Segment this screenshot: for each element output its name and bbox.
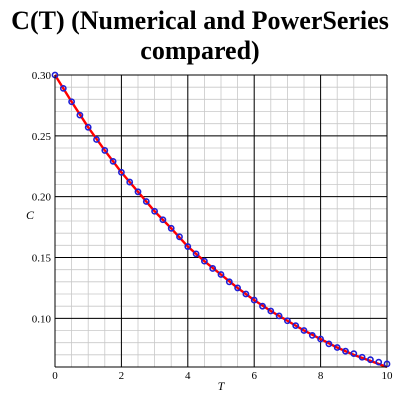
- chart-title: C(T) (Numerical and PowerSeries compared…: [0, 6, 400, 66]
- series-point: [109, 157, 117, 165]
- series-point: [300, 327, 308, 334]
- series-point: [317, 335, 324, 343]
- series-point: [209, 265, 217, 272]
- x-axis-label: T: [218, 379, 226, 393]
- series-point: [142, 198, 150, 205]
- x-tick-label: 2: [119, 370, 125, 382]
- chart-title-line-2: compared): [140, 36, 260, 65]
- series-point: [375, 358, 383, 366]
- series-point: [333, 344, 341, 351]
- series-point: [225, 278, 233, 286]
- y-axis-label: C: [26, 208, 35, 222]
- series-point: [176, 233, 183, 241]
- y-tick-label: 0.10: [32, 313, 52, 325]
- series-point: [342, 347, 349, 355]
- series-point: [350, 350, 358, 358]
- series-point: [308, 331, 316, 339]
- series-point: [267, 307, 275, 315]
- y-tick-label: 0.20: [32, 192, 52, 204]
- series-point: [283, 317, 291, 325]
- x-tick-label: 0: [52, 370, 58, 382]
- series-point: [76, 111, 84, 119]
- x-tick-label: 10: [382, 370, 394, 382]
- y-tick-label: 0.15: [32, 253, 52, 265]
- series-point: [184, 243, 192, 250]
- series-point: [126, 178, 134, 186]
- series-point: [234, 284, 241, 292]
- series-point: [275, 312, 283, 320]
- series-layer: [51, 71, 391, 369]
- series-point: [217, 271, 225, 278]
- series-point: [84, 123, 92, 131]
- series-point: [134, 188, 142, 196]
- minor-gridlines: [54, 74, 388, 368]
- series-point: [250, 296, 258, 304]
- series-point: [325, 340, 333, 348]
- series-point: [118, 168, 125, 176]
- series-point: [292, 322, 300, 330]
- series-point: [93, 136, 100, 143]
- series-point: [159, 216, 167, 224]
- series-point: [192, 250, 200, 258]
- series-point: [358, 353, 366, 361]
- series-point: [59, 84, 67, 92]
- series-point: [242, 290, 250, 298]
- chart-title-line-1: C(T) (Numerical and PowerSeries: [11, 6, 389, 35]
- series-point: [68, 98, 75, 106]
- x-tick-label: 4: [185, 370, 191, 382]
- x-tick-label: 8: [318, 370, 324, 382]
- series-point: [366, 356, 374, 364]
- tick-labels: 0 2 4 6 8 10 0.10 0.15 0.20 0.25 0.30: [32, 70, 393, 382]
- y-tick-label: 0.30: [32, 70, 52, 82]
- series-point: [200, 257, 208, 265]
- series-point: [259, 302, 266, 310]
- series-point: [101, 147, 109, 154]
- series-point: [167, 224, 175, 232]
- y-tick-label: 0.25: [32, 131, 52, 143]
- axes: [54, 75, 387, 368]
- x-tick-label: 6: [251, 370, 257, 382]
- series-point: [151, 207, 158, 215]
